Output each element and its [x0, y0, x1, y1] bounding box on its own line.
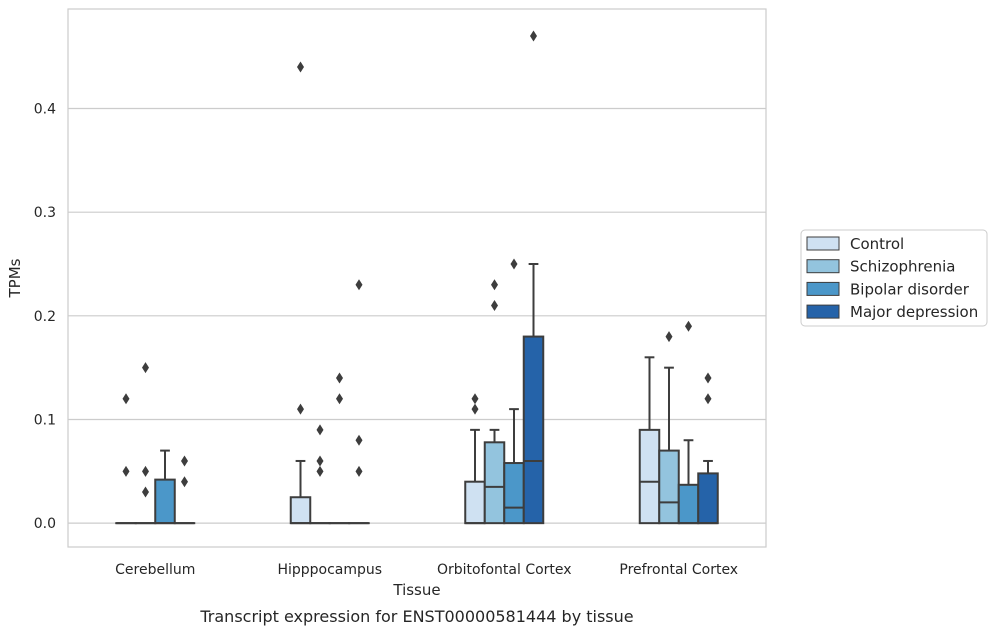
box-3-1 [348, 279, 370, 525]
box-outlier [510, 258, 518, 270]
box-rect [464, 480, 486, 525]
box-1-1 [309, 424, 331, 525]
box-outlier [336, 372, 343, 384]
box-rect [638, 428, 661, 525]
box-2-3 [677, 320, 700, 525]
box-rect [522, 335, 545, 525]
box-1-2 [483, 279, 506, 525]
box-2-0 [154, 449, 176, 525]
box-outlier [142, 486, 149, 498]
box-outlier [685, 320, 692, 332]
box-rect [289, 496, 312, 525]
y-axis-title: TPMs [6, 258, 24, 298]
legend-frame [800, 229, 988, 327]
box-0-1 [289, 61, 312, 525]
box-2-1 [328, 372, 351, 525]
box-outlier [122, 393, 130, 405]
box-outlier [491, 279, 498, 291]
legend: Control Schizophrenia Bipolar disorder Majo… [800, 229, 988, 327]
y-tick-label: 0.2 [34, 309, 56, 325]
box-outlier [355, 465, 363, 477]
box-rect [658, 449, 680, 525]
legend-label: Major depression [850, 303, 978, 321]
box-outlier [181, 476, 188, 488]
box-outlier [355, 279, 363, 291]
box-outlier [316, 455, 324, 467]
chart-caption: Transcript expression for ENST0000058144… [199, 607, 633, 626]
plot-frame [67, 8, 767, 548]
box-outlier [471, 403, 479, 415]
y-tick-label: 0.4 [34, 102, 56, 118]
box-0-2 [464, 393, 486, 525]
box-outlier [336, 393, 343, 405]
x-tick-label: Cerebellum [115, 562, 195, 578]
x-tick-label: Orbitofontal Cortex [437, 562, 572, 578]
y-axis-ticks: 0.0 0.1 0.2 0.3 0.4 [34, 102, 56, 533]
box-outlier [355, 434, 363, 446]
box-rect [503, 462, 525, 525]
box-outlier [122, 465, 130, 477]
legend-label: Schizophrenia [850, 258, 955, 276]
y-tick-label: 0.0 [34, 516, 56, 532]
box-2-2 [503, 258, 525, 525]
box-outlier [471, 393, 479, 405]
box-groups [115, 30, 719, 525]
box-outlier [297, 403, 304, 415]
legend-swatch [806, 281, 840, 296]
box-0-0 [115, 393, 137, 525]
box-3-3 [697, 372, 719, 525]
box-outlier [142, 465, 149, 477]
x-tick-label: Prefrontal Cortex [619, 562, 738, 578]
box-outlier [704, 393, 712, 405]
legend-label: Bipolar disorder [850, 280, 970, 298]
box-outlier [530, 30, 537, 42]
y-tick-label: 0.3 [34, 205, 56, 221]
x-tick-label: Hipppocampus [277, 562, 382, 578]
legend-swatch [806, 304, 840, 319]
y-tick-label: 0.1 [34, 412, 56, 428]
box-outlier [665, 331, 673, 343]
box-rect [154, 478, 176, 525]
legend-swatch [806, 259, 840, 274]
box-3-0 [173, 455, 196, 525]
box-outlier [142, 362, 149, 374]
box-rect [697, 472, 719, 525]
box-outlier [181, 455, 188, 467]
legend-swatch [806, 236, 840, 251]
box-3-2 [522, 30, 545, 525]
box-rect [677, 483, 700, 525]
box-outlier [704, 372, 712, 384]
box-outlier [316, 465, 324, 477]
legend-label: Control [850, 235, 904, 253]
x-axis-ticks: Cerebellum Hipppocampus Orbitofontal Corte… [115, 562, 738, 578]
box-outlier [491, 299, 498, 311]
box-outlier [316, 424, 324, 436]
box-rect [483, 441, 506, 525]
box-outlier [297, 61, 304, 73]
x-axis-title: Tissue [392, 581, 440, 599]
